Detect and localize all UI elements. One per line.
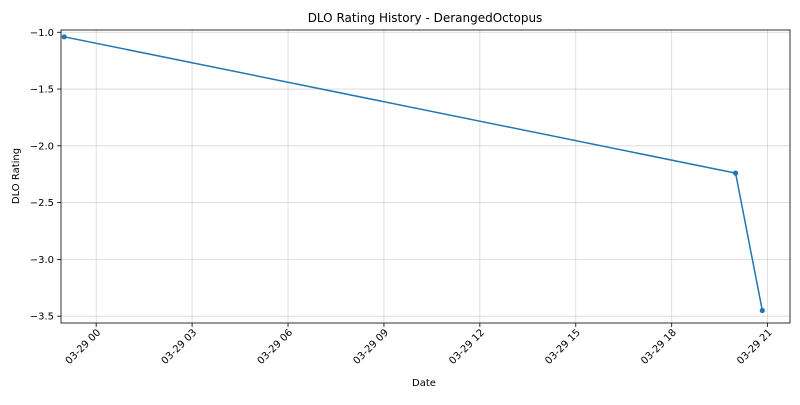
x-axis-title: Date: [412, 378, 436, 389]
x-tick-label: 03-29 09: [351, 327, 391, 367]
data-point: [61, 34, 67, 40]
x-tick-label: 03-29 15: [543, 327, 583, 367]
x-tick-label: 03-29 21: [735, 327, 775, 367]
y-axis: −1.0 −1.5 −2.0 −2.5 −3.0 −3.5: [30, 28, 61, 323]
x-tick-label: 03-29 03: [160, 327, 200, 367]
y-tick-label: −3.0: [30, 255, 54, 266]
series-layer: [61, 34, 765, 314]
x-tick-label: 03-29 00: [64, 327, 104, 367]
grid: [61, 30, 790, 323]
x-tick-label: 03-29 12: [447, 327, 487, 367]
x-tick-label: 03-29 06: [256, 327, 296, 367]
x-axis: 03-29 00 03-29 03 03-29 06 03-29 09 03-29 12…: [64, 323, 775, 367]
series-line: [64, 36, 764, 311]
y-tick-label: −3.5: [30, 312, 54, 323]
y-tick-label: −2.5: [30, 198, 54, 209]
x-tick-label: 03-29 18: [639, 327, 679, 367]
plot-frame: [60, 29, 791, 324]
y-tick-label: −2.0: [30, 141, 54, 152]
y-axis-title: DLO Rating: [11, 148, 22, 204]
chart-title: DLO Rating History - DerangedOctopus: [308, 11, 543, 25]
y-tick-label: −1.0: [30, 28, 54, 39]
y-tick-label: −1.5: [30, 85, 54, 96]
data-point: [733, 170, 739, 176]
data-point: [759, 307, 765, 314]
